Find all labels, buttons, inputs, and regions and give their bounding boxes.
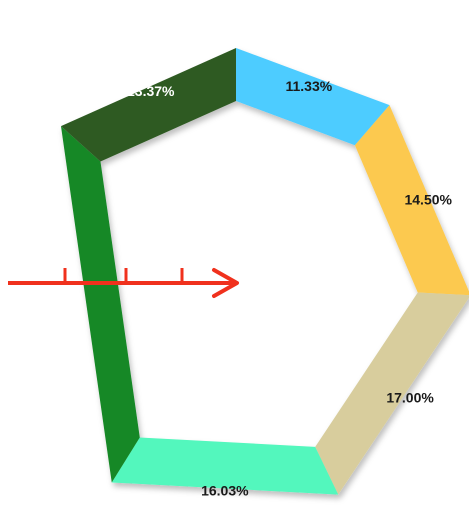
donut-slice	[60, 126, 140, 483]
slice-value-label: 17.00%	[386, 389, 434, 405]
donut-slice	[236, 48, 390, 146]
donut-slice	[354, 105, 469, 296]
donut-slice	[60, 48, 236, 162]
donut-slice	[111, 437, 339, 495]
donut-slice	[315, 292, 469, 495]
slice-value-label: 16.03%	[201, 482, 249, 498]
pointer-arrow	[8, 268, 239, 298]
label-group: 11.33% 14.50% 17.00% 16.03% 27.76% 13.37%	[5, 78, 452, 499]
arrow-head	[212, 268, 239, 298]
slice-value-label: 13.37%	[127, 83, 175, 99]
slice-value-label: 11.33%	[285, 78, 332, 94]
slice-value-label: 14.50%	[404, 192, 452, 208]
slice-value-label: 27.76%	[5, 303, 53, 319]
slice-group	[60, 48, 469, 495]
